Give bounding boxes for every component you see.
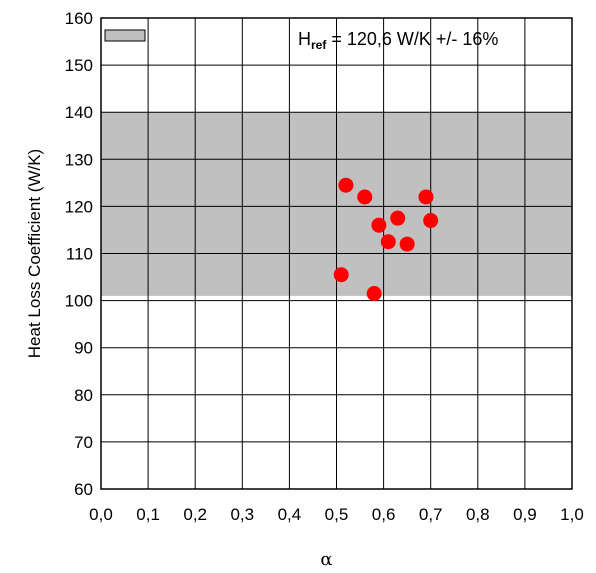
data-point — [357, 189, 373, 205]
y-tick-label: 80 — [74, 386, 93, 405]
data-point — [390, 210, 406, 226]
data-points — [333, 177, 439, 302]
x-tick-label: 0,9 — [513, 505, 537, 524]
y-axis-title: Heat Loss Coefficient (W/K) — [25, 149, 44, 358]
x-tick-labels: 0,0 0,1 0,2 0,3 0,4 0,5 0,6 0,7 0,8 0,9 1,0 — [89, 505, 584, 524]
data-point — [418, 189, 434, 205]
y-tick-label: 110 — [66, 245, 93, 264]
legend-swatch — [104, 29, 146, 42]
x-tick-label: 0,4 — [278, 505, 302, 524]
y-tick-labels: 60 70 80 90 100 110 120 130 140 150 160 — [65, 9, 93, 499]
x-tick-label: 0,5 — [325, 505, 349, 524]
legend-label-main: H — [298, 29, 311, 49]
x-tick-label: 0,8 — [466, 505, 490, 524]
data-point — [423, 213, 439, 229]
legend-label-sub: ref — [311, 38, 327, 52]
plot-frame — [100, 17, 573, 490]
y-tick-label: 160 — [65, 9, 93, 28]
y-tick-label: 100 — [65, 292, 93, 311]
y-tick-label: 60 — [74, 480, 93, 499]
data-point — [333, 267, 349, 283]
y-tick-label: 150 — [65, 56, 93, 75]
x-axis-title: α — [320, 549, 332, 570]
data-point — [380, 234, 396, 250]
data-point — [399, 236, 415, 252]
x-tick-label: 0,2 — [183, 505, 207, 524]
y-tick-label: 120 — [65, 197, 93, 216]
x-tick-label: 0,3 — [230, 505, 254, 524]
y-tick-label: 90 — [74, 339, 93, 358]
y-tick-label: 130 — [65, 150, 93, 169]
data-point — [338, 177, 354, 193]
grid-lines — [100, 17, 573, 490]
x-tick-label: 0,6 — [372, 505, 396, 524]
x-tick-label: 0,7 — [419, 505, 443, 524]
data-point — [371, 217, 387, 233]
x-tick-label: 0,1 — [136, 505, 160, 524]
legend-label-rest: = 120,6 W/K +/- 16% — [326, 29, 498, 49]
y-tick-label: 140 — [65, 103, 93, 122]
x-tick-label: 1,0 — [560, 505, 584, 524]
legend-label: Href = 120,6 W/K +/- 16% — [298, 29, 498, 52]
data-point — [366, 286, 382, 302]
x-tick-label: 0,0 — [89, 505, 113, 524]
y-tick-label: 70 — [74, 433, 93, 452]
